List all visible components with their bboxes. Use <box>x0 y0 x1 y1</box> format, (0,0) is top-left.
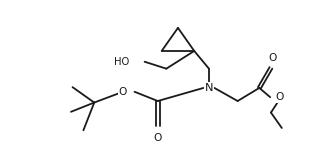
Text: HO: HO <box>114 57 129 67</box>
Text: N: N <box>205 83 213 93</box>
Text: O: O <box>268 53 277 62</box>
Text: O: O <box>154 133 162 143</box>
Text: O: O <box>118 87 127 97</box>
Text: O: O <box>276 92 284 102</box>
